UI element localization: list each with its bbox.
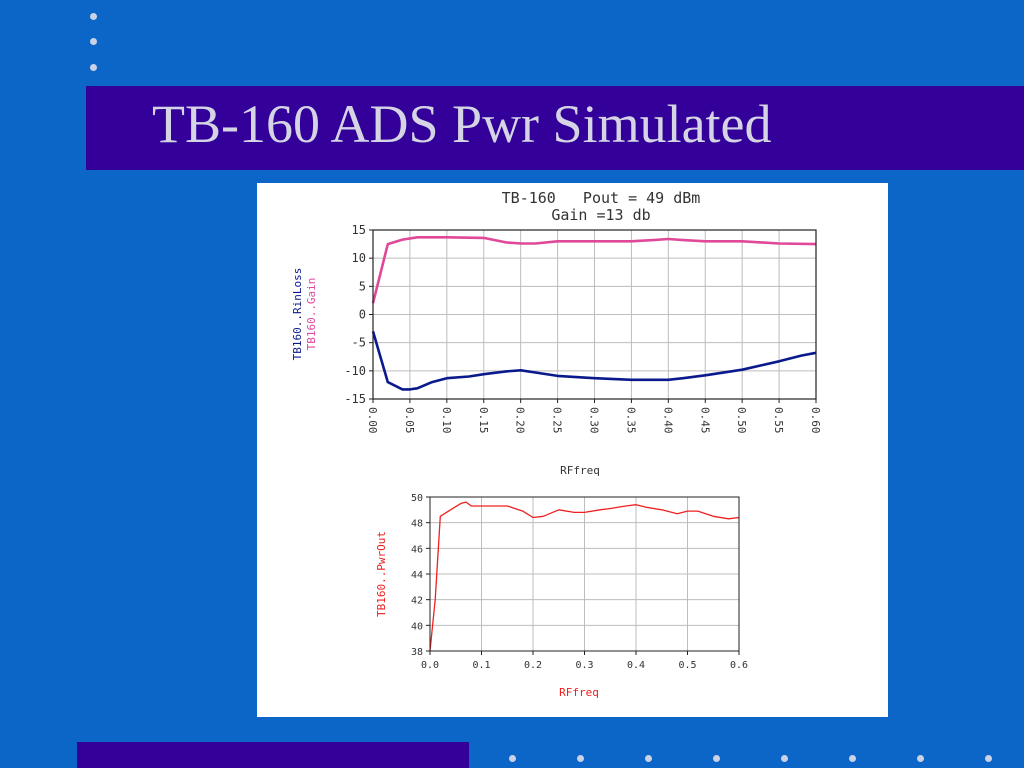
chart1-x-tick-label: 0.25	[551, 407, 564, 434]
chart1-xlabel: RFfreq	[560, 464, 600, 477]
chart1-y-ticks: 15 10 5 0 -5 -10 -15	[344, 223, 373, 406]
slide-title: TB-160 ADS Pwr Simulated	[152, 94, 772, 154]
chart2-x-tick-label: 0.4	[627, 660, 645, 671]
chart1-x-tick-label: 0.45	[698, 407, 711, 434]
bullet-dot	[713, 755, 720, 762]
chart2-x-tick-label: 0.3	[575, 660, 593, 671]
bottom-chart: 50 48 46 44 42 40 38 0.0 0.1 0.2 0.3 0.4 0.5 0.6 TB1…	[375, 493, 748, 699]
bullet-dot	[90, 38, 97, 45]
chart2-y-tick-label: 48	[411, 519, 423, 530]
chart2-y-tick-label: 38	[411, 647, 423, 658]
chart1-ylabel-gain: TB160..Gain	[305, 278, 318, 351]
chart1-x-tick-label: 0.20	[514, 407, 527, 434]
chart1-x-tick-label: 0.05	[403, 407, 416, 434]
chart1-y-tick-label: -15	[344, 392, 366, 406]
chart1-x-tick-label: 0.00	[366, 407, 379, 434]
chart1-x-tick-label: 0.35	[624, 407, 637, 434]
chart1-x-tick-label: 0.30	[588, 407, 601, 434]
chart2-x-ticks: 0.0 0.1 0.2 0.3 0.4 0.5 0.6	[421, 651, 748, 671]
bullet-dot	[577, 755, 584, 762]
top-chart: TB-160 Pout = 49 dBm Gain =13 db 15 10 5 0 -…	[291, 189, 822, 477]
chart1-ylabel-rinloss: TB160..RinLoss	[291, 268, 304, 361]
chart1-x-ticks: 0.00 0.05 0.10 0.15 0.20 0.25 0.30 0.35 0.40 0.45…	[366, 399, 822, 434]
chart2-grid	[429, 496, 740, 652]
chart2-y-tick-label: 50	[411, 493, 423, 504]
bullet-dot	[509, 755, 516, 762]
chart1-x-tick-label: 0.15	[477, 407, 490, 434]
chart1-x-tick-label: 0.60	[809, 407, 822, 434]
chart2-x-tick-label: 0.0	[421, 660, 439, 671]
chart1-y-tick-label: -5	[352, 336, 366, 350]
chart1-grid	[372, 229, 817, 400]
chart1-y-tick-label: -10	[344, 364, 366, 378]
bullet-dot	[781, 755, 788, 762]
chart1-series-0-line	[371, 235, 817, 304]
chart2-series-0-line	[429, 501, 740, 652]
bullet-dot	[90, 64, 97, 71]
chart2-x-tick-label: 0.6	[730, 660, 748, 671]
chart1-y-tick-label: 0	[359, 308, 366, 322]
chart2-lines	[429, 501, 740, 652]
bullet-dot	[849, 755, 856, 762]
bullet-dot	[917, 755, 924, 762]
chart1-title: TB-160 Pout = 49 dBm	[502, 189, 701, 207]
chart2-ylabel: TB160..PwrOut	[375, 531, 388, 617]
chart2-x-tick-label: 0.2	[524, 660, 542, 671]
chart1-x-tick-label: 0.55	[772, 407, 785, 434]
chart2-x-tick-label: 0.1	[472, 660, 490, 671]
chart2-x-tick-label: 0.5	[678, 660, 696, 671]
figure-panel: TB-160 Pout = 49 dBm Gain =13 db 15 10 5 0-…	[257, 183, 888, 717]
bullet-dot	[90, 13, 97, 20]
bottom-band	[77, 742, 469, 768]
bullet-dot	[985, 755, 992, 762]
chart2-y-tick-label: 46	[411, 544, 423, 555]
chart1-y-tick-label: 10	[352, 251, 366, 265]
chart1-x-tick-label: 0.10	[440, 407, 453, 434]
chart1-y-tick-label: 15	[352, 223, 366, 237]
chart2-xlabel: RFfreq	[559, 686, 599, 699]
chart2-y-tick-label: 42	[411, 596, 423, 607]
chart1-y-tick-label: 5	[359, 279, 366, 293]
chart2-y-tick-label: 44	[411, 570, 423, 581]
chart2-y-ticks: 50 48 46 44 42 40 38	[411, 493, 430, 658]
chart2-y-tick-label: 40	[411, 621, 423, 632]
title-band	[86, 86, 1024, 170]
chart1-lines	[371, 235, 817, 391]
chart1-x-tick-label: 0.50	[735, 407, 748, 434]
chart1-subtitle: Gain =13 db	[551, 206, 650, 224]
chart1-x-tick-label: 0.40	[661, 407, 674, 434]
charts-svg: TB-160 Pout = 49 dBm Gain =13 db 151050-…	[291, 189, 822, 699]
chart1-series-1-line	[371, 331, 817, 391]
bullet-dot	[645, 755, 652, 762]
